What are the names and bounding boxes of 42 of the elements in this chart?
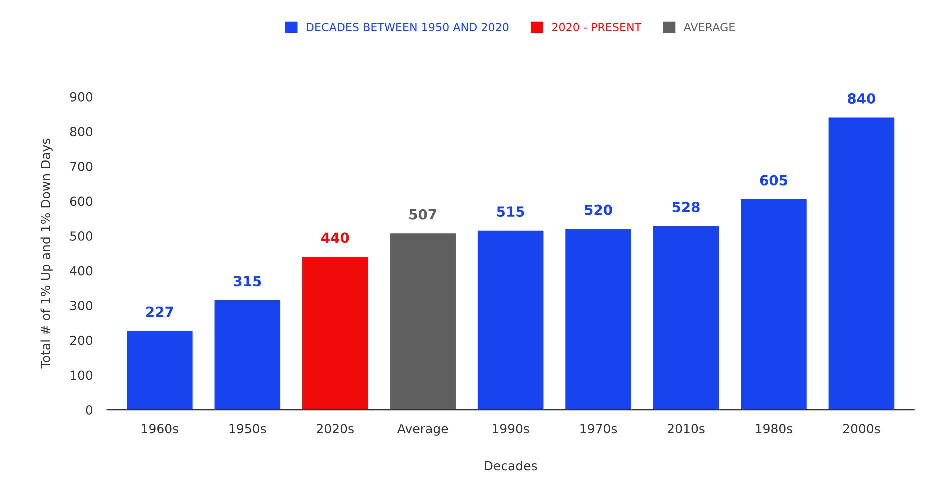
data-label: 440 [322, 232, 350, 244]
bar [566, 229, 632, 410]
data-label: 515 [497, 206, 524, 218]
x-tick-label: 1960s [142, 424, 178, 434]
x-tick-label: 2010s [668, 424, 705, 434]
y-axis-title: Total # of 1% Up and 1% Down Days [40, 138, 53, 369]
y-tick-label: 0 [86, 405, 93, 415]
data-label: 840 [848, 93, 876, 104]
y-tick-label: 800 [70, 127, 93, 137]
data-label: 315 [234, 276, 262, 287]
x-tick-label: 2000s [843, 424, 880, 434]
x-tick-label: 1990s [493, 424, 530, 434]
x-tick-label: 1980s [756, 424, 793, 434]
y-tick-label: 700 [70, 162, 93, 172]
bar [302, 256, 368, 410]
legend-label: AVERAGE [684, 23, 735, 32]
x-tick-label: 2020s [317, 424, 354, 434]
x-tick-label: 1950s [230, 424, 266, 434]
legend-label: 2020 - PRESENT [552, 23, 642, 32]
bar [478, 230, 544, 410]
x-tick-label: 1970s [580, 424, 618, 434]
y-tick-label: 300 [70, 301, 93, 311]
data-label: 520 [585, 204, 612, 216]
bar [390, 234, 456, 410]
bar [127, 331, 193, 410]
data-label: 528 [672, 202, 700, 213]
x-axis-title: Decades [485, 461, 538, 471]
y-tick-label: 200 [70, 336, 93, 346]
y-tick-label: 600 [70, 196, 93, 206]
bar [214, 300, 281, 410]
y-tick-label: 900 [70, 92, 93, 102]
y-tick-label: 100 [70, 370, 93, 380]
bar [741, 200, 807, 410]
data-label: 227 [146, 306, 174, 318]
bar [653, 226, 720, 410]
y-tick-label: 500 [70, 232, 93, 241]
x-tick-label: Average [398, 424, 448, 436]
data-label: 507 [410, 209, 436, 220]
legend-label: DECADES BETWEEN 1950 AND 2020 [307, 23, 509, 32]
data-label: 605 [760, 175, 788, 186]
bar [828, 118, 895, 410]
y-tick-label: 400 [70, 266, 93, 276]
